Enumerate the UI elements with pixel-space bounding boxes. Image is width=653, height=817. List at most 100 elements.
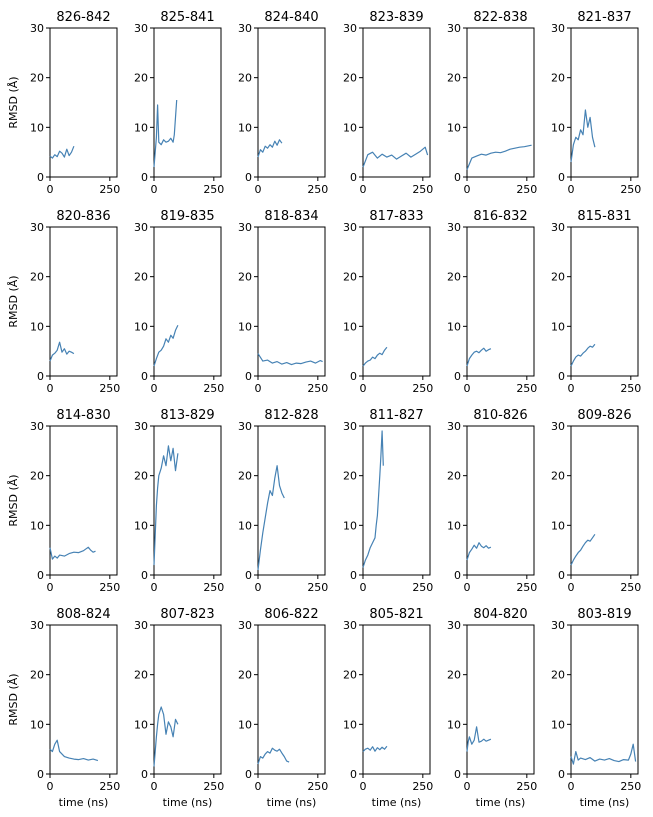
plot-frame — [153, 226, 222, 377]
x-tick-label: 250 — [620, 183, 641, 196]
plot-frame — [49, 425, 118, 576]
subplot-title: 825-841 — [160, 10, 214, 25]
plot-frame — [570, 226, 639, 377]
x-tick-label: 250 — [307, 581, 328, 594]
y-tick-label: 10 — [343, 519, 357, 532]
rmsd-series-line — [466, 144, 532, 170]
subplot-816-832: 816-832 0 10 20 30 0 250 — [447, 209, 537, 395]
y-tick-label: 30 — [551, 221, 565, 234]
rmsd-series-line — [49, 739, 99, 762]
subplot-title: 815-831 — [577, 209, 631, 224]
x-tick-label: 0 — [47, 382, 54, 395]
subplot-811-827: 811-827 0 10 20 30 0 250 — [343, 408, 433, 594]
y-tick-label: 0 — [245, 569, 252, 582]
x-axis-label: time (ns) — [580, 796, 630, 809]
rmsd-series-line — [257, 465, 285, 571]
y-tick-label: 30 — [134, 420, 148, 433]
x-tick-label: 0 — [568, 183, 575, 196]
x-tick-label: 0 — [464, 382, 471, 395]
rmsd-series-line — [362, 346, 388, 367]
y-tick-label: 30 — [343, 420, 357, 433]
y-tick-label: 10 — [30, 519, 44, 532]
y-tick-label: 10 — [134, 121, 148, 134]
subplot-821-837: 821-837 0 10 20 30 0 250 — [551, 10, 641, 196]
y-tick-label: 20 — [343, 72, 357, 85]
x-tick-label: 0 — [360, 382, 367, 395]
y-tick-label: 30 — [551, 619, 565, 632]
x-tick-label: 250 — [307, 780, 328, 793]
x-tick-label: 0 — [255, 581, 262, 594]
plot-frame — [570, 624, 639, 775]
x-tick-label: 250 — [516, 183, 537, 196]
y-tick-label: 10 — [447, 718, 461, 731]
y-tick-label: 10 — [238, 121, 252, 134]
x-tick-label: 0 — [151, 780, 158, 793]
y-tick-label: 30 — [343, 619, 357, 632]
subplot-title: 805-821 — [369, 607, 423, 622]
y-tick-label: 0 — [141, 171, 148, 184]
rmsd-series-line — [570, 533, 596, 566]
subplot-826-842: 826-842 0 10 20 30 0 250 RMSD (Å) — [7, 10, 120, 196]
rmsd-series-line — [153, 706, 179, 767]
y-tick-label: 20 — [30, 669, 44, 682]
y-tick-label: 20 — [30, 271, 44, 284]
x-tick-label: 250 — [203, 382, 224, 395]
subplot-805-821: 805-821 0 10 20 30 0 250 time (ns) — [343, 607, 433, 809]
rmsd-series-line — [362, 430, 384, 568]
plot-frame — [570, 27, 639, 178]
plot-frame — [153, 624, 222, 775]
subplot-title: 803-819 — [577, 607, 631, 622]
plot-frame — [362, 226, 431, 377]
x-axis-label: time (ns) — [59, 796, 109, 809]
y-tick-label: 20 — [343, 271, 357, 284]
subplot-title: 809-826 — [577, 408, 631, 423]
x-tick-label: 0 — [464, 581, 471, 594]
rmsd-series-line — [153, 445, 179, 566]
plot-frame — [362, 624, 431, 775]
subplot-818-834: 818-834 0 10 20 30 0 250 — [238, 209, 328, 395]
y-tick-label: 10 — [238, 718, 252, 731]
y-tick-label: 20 — [238, 470, 252, 483]
plot-frame — [362, 27, 431, 178]
y-tick-label: 10 — [343, 320, 357, 333]
rmsd-series-line — [362, 146, 429, 168]
x-tick-label: 250 — [307, 183, 328, 196]
y-tick-label: 30 — [238, 619, 252, 632]
y-tick-label: 0 — [245, 370, 252, 383]
y-axis-label: RMSD (Å) — [7, 474, 20, 526]
x-tick-label: 250 — [99, 780, 120, 793]
rmsd-series-line — [257, 747, 290, 765]
subplot-808-824: 808-824 0 10 20 30 0 250 RMSD (Å) time (ns) — [7, 607, 120, 809]
y-tick-label: 10 — [30, 320, 44, 333]
subplot-title: 808-824 — [56, 607, 110, 622]
x-tick-label: 250 — [516, 780, 537, 793]
x-tick-label: 250 — [203, 581, 224, 594]
plot-frame — [257, 27, 326, 178]
x-tick-label: 250 — [412, 581, 433, 594]
subplot-title: 807-823 — [160, 607, 214, 622]
y-tick-label: 30 — [30, 221, 44, 234]
y-tick-label: 10 — [238, 519, 252, 532]
y-tick-label: 0 — [558, 768, 565, 781]
x-tick-label: 0 — [568, 382, 575, 395]
x-tick-label: 250 — [99, 183, 120, 196]
x-tick-label: 0 — [360, 183, 367, 196]
subplot-title: 822-838 — [473, 10, 527, 25]
x-tick-label: 250 — [99, 581, 120, 594]
y-tick-label: 10 — [447, 519, 461, 532]
subplot-804-820: 804-820 0 10 20 30 0 250 time (ns) — [447, 607, 537, 809]
y-tick-label: 30 — [343, 221, 357, 234]
y-tick-label: 20 — [238, 271, 252, 284]
x-axis-label: time (ns) — [372, 796, 422, 809]
subplot-819-835: 819-835 0 10 20 30 0 250 — [134, 209, 224, 395]
y-tick-label: 30 — [343, 22, 357, 35]
plot-frame — [257, 624, 326, 775]
x-tick-label: 0 — [360, 780, 367, 793]
x-tick-label: 250 — [516, 382, 537, 395]
y-tick-label: 0 — [141, 768, 148, 781]
y-tick-label: 10 — [447, 320, 461, 333]
y-tick-label: 30 — [551, 22, 565, 35]
rmsd-series-line — [49, 341, 75, 362]
y-tick-label: 10 — [551, 121, 565, 134]
